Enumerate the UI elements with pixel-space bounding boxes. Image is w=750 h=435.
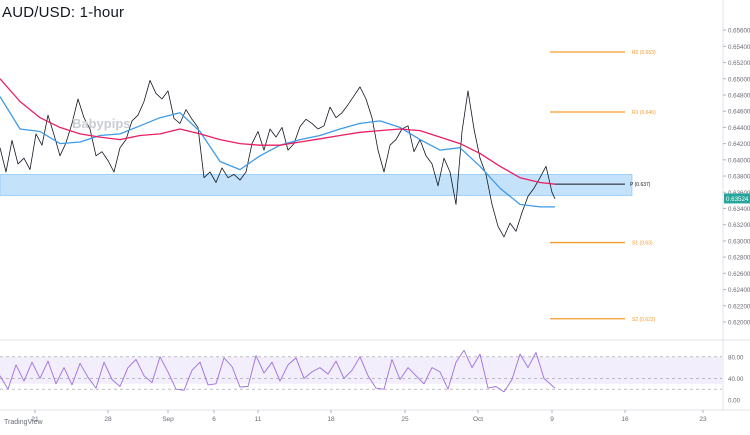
- y-tick-label: 0.64600: [728, 109, 750, 116]
- rsi-line: [0, 349, 556, 393]
- current-price-tag: [724, 193, 750, 204]
- x-tick-label: 11: [255, 416, 262, 423]
- current-price-label: 0.63524: [726, 196, 749, 203]
- rsi-tick-label: 80.00: [728, 354, 744, 361]
- price-line: [0, 80, 556, 238]
- y-tick-label: 0.63800: [728, 174, 750, 181]
- y-tick-label: 0.64200: [728, 141, 750, 148]
- y-tick-label: 0.64400: [728, 125, 750, 132]
- y-tick-label: 0.65200: [728, 60, 750, 67]
- chart-title: AUD/USD: 1-hour: [2, 4, 125, 21]
- x-tick-label: 6: [212, 416, 216, 423]
- y-tick-label: 0.62600: [728, 271, 750, 278]
- x-tick-label: Sep: [162, 416, 174, 423]
- y-tick-label: 0.65600: [728, 28, 750, 35]
- x-tick-label: Oct: [473, 416, 483, 423]
- y-tick-label: 0.63000: [728, 238, 750, 245]
- series-layer: [0, 78, 556, 238]
- y-tick-label: 0.64800: [728, 92, 750, 99]
- x-tick-label: 25: [401, 416, 409, 423]
- x-tick-label: 18: [327, 416, 335, 423]
- x-tick-label: 28: [104, 416, 112, 423]
- grid-layer: [0, 0, 750, 411]
- rsi-layer: 80.00 40.00 0.00: [0, 349, 744, 405]
- watermark-logo: Babypips: [72, 116, 131, 131]
- y-tick-label: 0.63600: [728, 190, 750, 197]
- slow-ma-line: [0, 78, 556, 185]
- levels-layer: R2 (0.653) R1 (0.646) P (0.637) S1 (0.63) S2…: [550, 50, 656, 323]
- y-tick-label: 0.62000: [728, 320, 750, 327]
- tradingview-brand: TradingView: [4, 419, 43, 426]
- pivot-level-label: R2 (0.653): [632, 50, 656, 56]
- y-tick-label: 0.64000: [728, 157, 750, 164]
- pivot-level-label: R1 (0.646): [632, 110, 656, 116]
- support-zone: [0, 174, 633, 196]
- rsi-tick-label: 40.00: [728, 376, 744, 383]
- y-tick-label: 0.65000: [728, 76, 750, 83]
- y-tick-label: 0.62200: [728, 303, 750, 310]
- pivot-label: P (0.637): [630, 182, 651, 188]
- y-tick-label: 0.62800: [728, 255, 750, 262]
- pivot-level-label: S2 (0.622): [632, 317, 656, 323]
- x-tick-label: 23: [699, 416, 707, 423]
- y-tick-label: 0.63200: [728, 222, 750, 229]
- zone-layer: [0, 174, 633, 196]
- axis-layer: 0.65600 0.65400 0.65200 0.65000 0.64800 0.646…: [31, 28, 750, 423]
- y-tick-label: 0.63400: [728, 206, 750, 213]
- x-tick-label: 21: [31, 416, 39, 423]
- pivot-level-label: S1 (0.63): [632, 241, 653, 247]
- y-tick-label: 0.65400: [728, 44, 750, 51]
- x-tick-label: 9: [550, 416, 554, 423]
- rsi-band: [0, 356, 722, 384]
- rsi-tick-label: 0.00: [728, 398, 741, 405]
- y-tick-label: 0.62400: [728, 287, 750, 294]
- x-tick-label: 16: [621, 416, 629, 423]
